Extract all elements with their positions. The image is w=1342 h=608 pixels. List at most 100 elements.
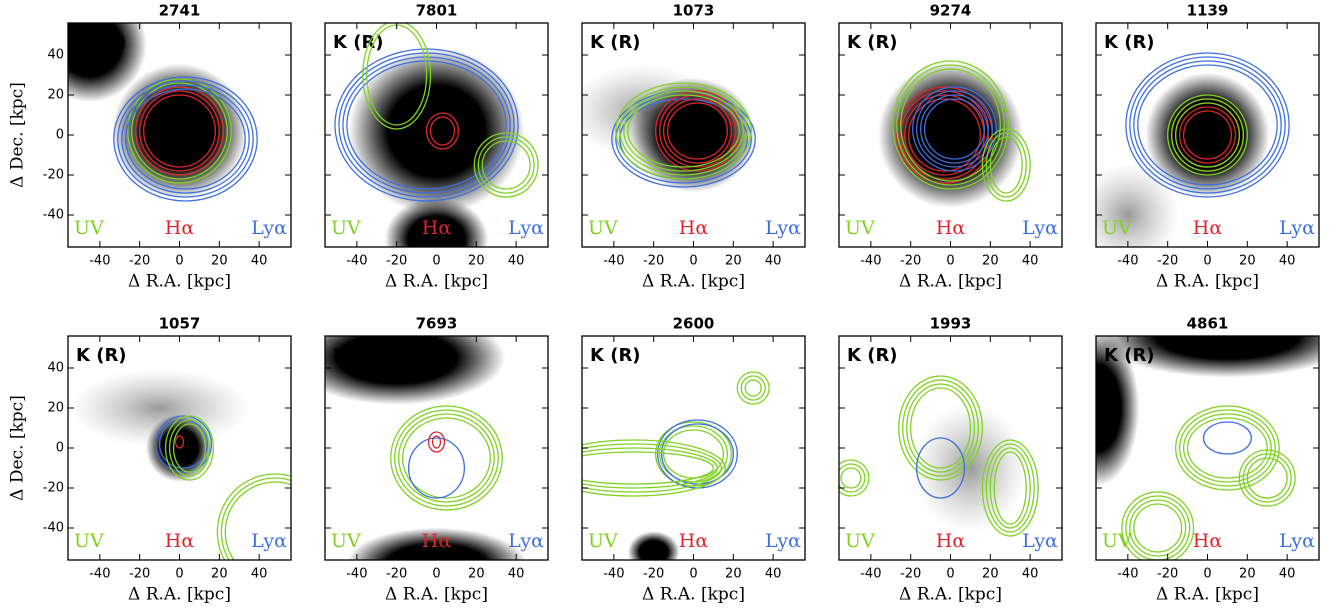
legend-uv: UV (588, 217, 618, 239)
x-tick-label: 20 (1239, 254, 1256, 269)
panel-title: 4861 (1187, 315, 1229, 333)
x-tick-label: 40 (508, 254, 525, 269)
legend-uv: UV (588, 530, 618, 552)
contour (623, 90, 744, 172)
y-axis-label: Δ Dec. [kpc] (8, 82, 28, 188)
panel: K (R) 1139 UV Hα Lyα -40 -20 0 20 40 Δ R.A. [kpc] (1095, 2, 1320, 292)
x-tick-label: 40 (765, 567, 782, 582)
band-label: K (R) (590, 345, 641, 366)
contour (158, 419, 209, 469)
source-blob (348, 47, 525, 215)
contour (908, 98, 982, 172)
panel: K (R) 9274 UV Hα Lyα -40 -20 0 20 40 Δ R.A. [kpc] (838, 2, 1063, 292)
x-tick-label: 0 (432, 254, 440, 269)
source-blob (627, 531, 680, 560)
contour (154, 415, 213, 473)
x-axis-label: Δ R.A. [kpc] (642, 585, 745, 605)
contour (615, 82, 752, 180)
x-tick-label: 20 (725, 567, 742, 582)
map: K (R) (1096, 32, 1290, 247)
panel-title: 7801 (416, 2, 458, 20)
legend-ha: Hα (679, 530, 709, 552)
y-tick-label: -40 (43, 521, 64, 536)
x-axis-label: Δ R.A. [kpc] (642, 272, 745, 292)
x-axis-label: Δ R.A. [kpc] (1156, 585, 1259, 605)
legend-ha: Hα (422, 530, 452, 552)
band-label: K (R) (76, 345, 127, 366)
legend-uv: UV (1102, 530, 1132, 552)
x-tick-label: -20 (129, 254, 150, 269)
contour (744, 379, 762, 397)
contour (989, 136, 1023, 194)
contour (985, 132, 1027, 198)
contour (981, 128, 1031, 202)
band-label: K (R) (1104, 32, 1155, 53)
contour (216, 473, 291, 560)
legend-lya: Lyα (765, 217, 801, 239)
source-blob (1098, 336, 1319, 378)
y-tick-label: 0 (56, 128, 64, 143)
contour (902, 379, 980, 477)
contour (174, 435, 185, 449)
contour (666, 102, 728, 160)
panel: K (R) 7693 UV Hα Lyα -40 -20 0 20 40 Δ R.A. [kpc] (324, 315, 549, 605)
contour (916, 90, 993, 168)
contour (919, 94, 989, 164)
legend-uv: UV (331, 530, 361, 552)
map: K (R) (68, 23, 258, 202)
legend-lya: Lyα (251, 530, 287, 552)
x-tick-label: -40 (1117, 567, 1138, 582)
panel-title: 2600 (673, 315, 715, 333)
contour (582, 443, 722, 493)
contour (143, 94, 216, 168)
x-tick-label: -20 (1157, 567, 1178, 582)
x-tick-label: 0 (175, 567, 183, 582)
map: K (R) (325, 336, 527, 560)
map: K (R) (847, 32, 1031, 208)
x-tick-label: -20 (900, 254, 921, 269)
x-tick-label: 0 (432, 567, 440, 582)
contour (900, 68, 1001, 182)
contour (342, 56, 511, 194)
x-tick-label: 20 (982, 567, 999, 582)
source-blob (325, 336, 506, 405)
contour (659, 94, 736, 168)
legend-ha: Hα (936, 217, 966, 239)
contour (1129, 56, 1286, 194)
y-axis-label: Δ Dec. [kpc] (8, 395, 28, 501)
y-tick-label: -40 (43, 208, 64, 223)
contour (402, 417, 491, 499)
contour (627, 94, 740, 168)
x-tick-label: -40 (860, 254, 881, 269)
band-label: K (R) (847, 345, 898, 366)
x-tick-label: 40 (1022, 254, 1039, 269)
contour (427, 431, 446, 453)
x-tick-label: 20 (468, 254, 485, 269)
map: K (R) (333, 23, 539, 247)
legend-ha: Hα (165, 530, 195, 552)
legend-uv: UV (74, 530, 104, 552)
x-axis-label: Δ R.A. [kpc] (385, 272, 488, 292)
contour (121, 84, 250, 194)
legend-uv: UV (74, 217, 104, 239)
contour (993, 451, 1027, 525)
legend-ha: Hα (936, 530, 966, 552)
x-tick-label: -20 (129, 567, 150, 582)
contour (220, 477, 291, 560)
x-tick-label: 40 (251, 254, 268, 269)
contour (839, 459, 870, 497)
y-tick-label: 20 (47, 88, 64, 103)
contour (839, 463, 866, 493)
contour (1174, 102, 1241, 168)
x-axis-label: Δ R.A. [kpc] (899, 585, 1002, 605)
contour (1121, 491, 1195, 560)
contour (168, 419, 211, 477)
x-tick-label: 40 (1279, 254, 1296, 269)
x-tick-label: 20 (725, 254, 742, 269)
legend-lya: Lyα (508, 530, 544, 552)
x-tick-label: 0 (689, 567, 697, 582)
contour (1202, 421, 1252, 455)
contour (477, 136, 535, 194)
legend-lya: Lyα (1022, 217, 1058, 239)
